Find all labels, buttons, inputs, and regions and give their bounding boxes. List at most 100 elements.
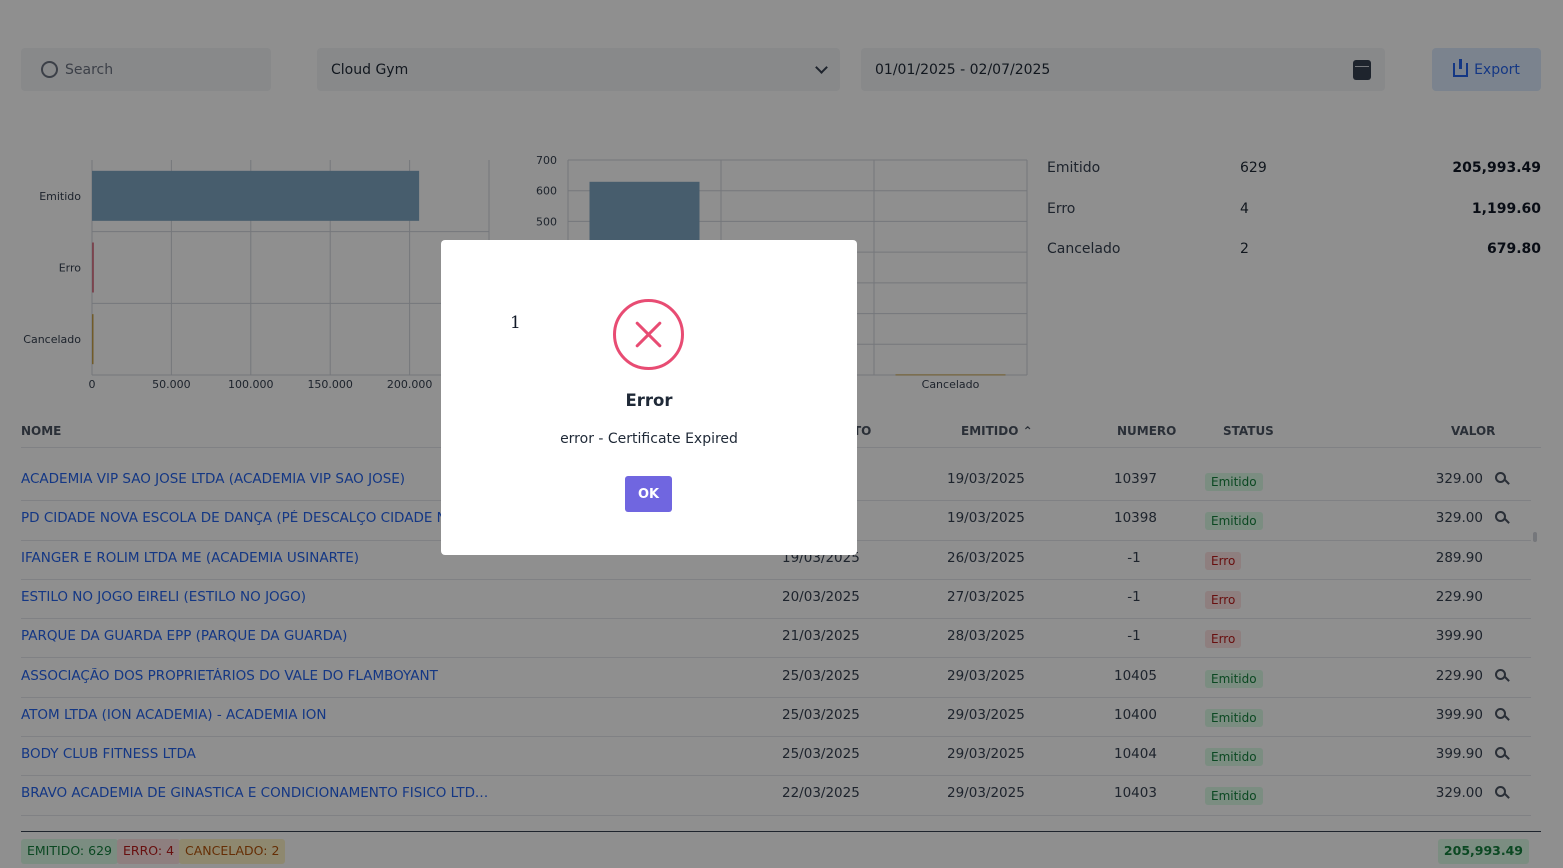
column-header-numero[interactable]: NUMERO xyxy=(1117,424,1177,438)
magnifier-lens xyxy=(1495,511,1506,523)
magnifier-icon[interactable] xyxy=(1495,511,1510,525)
company-select[interactable]: Cloud Gym xyxy=(317,48,840,91)
issued-date: 29/03/2025 xyxy=(947,667,1025,684)
issued-date: 26/03/2025 xyxy=(947,549,1025,566)
table-row[interactable]: ATOM LTDA (ION ACADEMIA) - ACADEMIA ION 2… xyxy=(21,698,1531,738)
date-range-value: 01/01/2025 - 02/07/2025 xyxy=(875,61,1051,78)
invoice-number: 10405 xyxy=(1114,667,1157,684)
summary-count: 629 xyxy=(1240,160,1267,176)
bar-emitido[interactable] xyxy=(92,170,420,221)
invoice-value: 329.00 xyxy=(1435,785,1483,802)
summary-count: 2 xyxy=(1240,241,1249,257)
summary-row-cancelado: Cancelado 2 679.80 xyxy=(1047,241,1541,282)
table-row[interactable]: BODY CLUB FITNESS LTDA 25/03/2025 29/03/20… xyxy=(21,737,1531,777)
bar-cancelado[interactable] xyxy=(92,314,94,365)
issued-date: 27/03/2025 xyxy=(947,588,1025,605)
download-icon xyxy=(1453,58,1469,77)
footer-emitido-badge: EMITIDO: 629 xyxy=(21,839,118,864)
status-badge: Erro xyxy=(1205,551,1242,570)
issued-date: 29/03/2025 xyxy=(947,746,1025,763)
invoice-number: 10404 xyxy=(1114,746,1157,763)
magnifier-lens xyxy=(1495,707,1506,719)
invoice-number: 10403 xyxy=(1114,785,1157,802)
magnifier-lens xyxy=(1495,747,1506,759)
status-summary: Emitido 629 205,993.49 Erro 4 1,199.60 C… xyxy=(1047,160,1541,282)
due-date: 21/03/2025 xyxy=(782,628,860,645)
status-badge: Emitido xyxy=(1205,473,1263,491)
table-scrollbar[interactable] xyxy=(1532,448,1538,830)
scrollbar-thumb[interactable] xyxy=(1533,532,1537,542)
status-footer: EMITIDO: 629 ERRO: 4 CANCELADO: 2 205,99… xyxy=(21,831,1541,868)
summary-value: 205,993.49 xyxy=(1452,160,1541,176)
column-header-valor[interactable]: VALOR xyxy=(1451,424,1496,438)
issued-date: 19/03/2025 xyxy=(947,471,1025,487)
summary-label: Emitido xyxy=(1047,160,1101,176)
table-row[interactable]: PARQUE DA GUARDA EPP (PARQUE DA GUARDA) 2… xyxy=(21,619,1531,659)
toolbar: Cloud Gym 01/01/2025 - 02/07/2025 Export xyxy=(21,48,1541,91)
footer-total-badge: 205,993.49 xyxy=(1437,839,1529,864)
search-input[interactable] xyxy=(65,61,245,78)
issued-date: 28/03/2025 xyxy=(947,628,1025,645)
status-badge: Emitido xyxy=(1205,708,1263,727)
invoice-value: 399.90 xyxy=(1435,746,1483,763)
bar-erro[interactable] xyxy=(92,242,94,293)
table-row[interactable]: IFANGER E ROLIM LTDA ME (ACADEMIA USINAR… xyxy=(21,541,1531,580)
summary-row-erro: Erro 4 1,199.60 xyxy=(1047,201,1541,242)
invoice-value: 229.90 xyxy=(1435,667,1483,684)
issued-date: 29/03/2025 xyxy=(947,785,1025,802)
invoice-value: 329.00 xyxy=(1435,510,1483,527)
search-icon xyxy=(41,61,58,78)
dialog-title: Error xyxy=(625,391,673,410)
error-dialog: 1 Error error - Certificate Expired OK xyxy=(441,240,857,555)
invoice-number: -1 xyxy=(1127,588,1141,605)
table-row[interactable]: BRAVO ACADEMIA DE GINASTICA E CONDICIONA… xyxy=(21,776,1531,816)
bar-cancelado[interactable] xyxy=(895,374,1006,376)
magnifier-icon[interactable] xyxy=(1495,747,1510,761)
magnifier-icon[interactable] xyxy=(1495,668,1510,683)
status-badge: Emitido xyxy=(1205,512,1263,531)
status-badge: Erro xyxy=(1205,630,1242,649)
column-header-vencimento[interactable]: TO xyxy=(853,424,872,438)
summary-value: 1,199.60 xyxy=(1471,200,1541,217)
status-badge: Emitido xyxy=(1205,748,1263,767)
invoice-number: -1 xyxy=(1127,628,1141,645)
status-badge: Emitido xyxy=(1205,669,1263,688)
invoice-value: 399.90 xyxy=(1435,628,1483,645)
invoice-value: 329.00 xyxy=(1435,471,1483,487)
due-date: 25/03/2025 xyxy=(782,667,860,684)
column-header-nome[interactable]: NOME xyxy=(21,424,62,438)
magnifier-icon[interactable] xyxy=(1495,786,1510,800)
search-box[interactable] xyxy=(21,48,271,91)
due-date: 20/03/2025 xyxy=(782,588,860,605)
column-header-emitido-label: EMITIDO xyxy=(961,424,1019,438)
status-badge: Erro xyxy=(1205,590,1242,609)
invoice-table-body: ACADEMIA VIP SAO JOSE LTDA (ACADEMIA VIP… xyxy=(21,448,1531,830)
table-row[interactable]: ESTILO NO JOGO EIRELI (ESTILO NO JOGO) 20… xyxy=(21,580,1531,620)
tick-label: 700 xyxy=(536,154,557,167)
due-date: 25/03/2025 xyxy=(782,746,860,763)
invoice-number: 10400 xyxy=(1114,706,1157,723)
invoice-value: 289.90 xyxy=(1435,549,1483,566)
error-x-icon xyxy=(613,299,684,370)
calendar-icon[interactable] xyxy=(1353,59,1371,80)
tick-label: 0 xyxy=(89,378,96,391)
magnifier-icon[interactable] xyxy=(1495,472,1510,486)
tick-label: 100.000 xyxy=(228,378,274,391)
category-label: Erro xyxy=(59,262,82,275)
export-label: Export xyxy=(1474,61,1520,78)
status-badge: Emitido xyxy=(1205,787,1263,806)
export-button[interactable]: Export xyxy=(1432,48,1541,91)
summary-count: 4 xyxy=(1240,200,1249,217)
tick-label: 50.000 xyxy=(152,378,191,391)
tick-label: 200.000 xyxy=(387,378,433,391)
column-header-status[interactable]: STATUS xyxy=(1223,424,1274,438)
magnifier-lens xyxy=(1495,786,1506,798)
summary-label: Erro xyxy=(1047,200,1076,217)
date-range-picker[interactable]: 01/01/2025 - 02/07/2025 xyxy=(861,48,1385,91)
category-label: Emitido xyxy=(39,190,81,203)
column-header-emitido[interactable]: EMITIDO ⌃ xyxy=(961,424,1033,438)
ok-button[interactable]: OK xyxy=(625,476,672,512)
summary-row-emitido: Emitido 629 205,993.49 xyxy=(1047,160,1541,201)
table-row[interactable]: ASSOCIAÇÃO DOS PROPRIETÁRIOS DO VALE DO … xyxy=(21,659,1531,698)
magnifier-icon[interactable] xyxy=(1495,707,1510,722)
